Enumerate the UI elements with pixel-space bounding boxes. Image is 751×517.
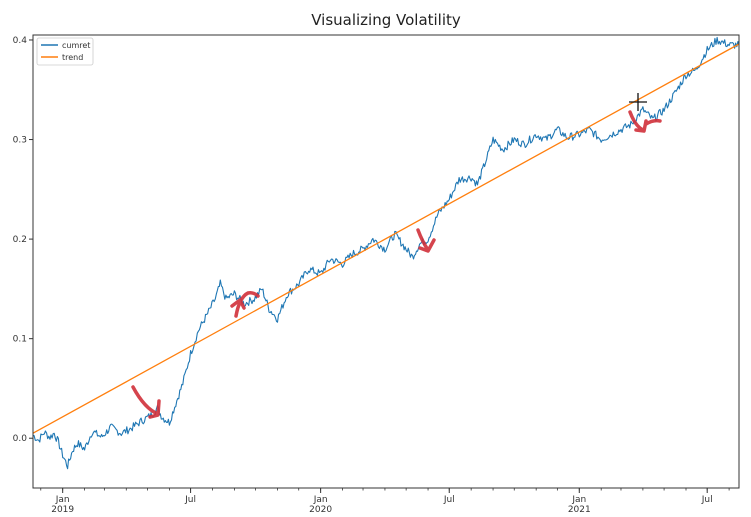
y-tick-label: 0.4 [13, 36, 28, 46]
y-tick-label: 0.0 [13, 434, 28, 444]
legend: cumret trend [36, 37, 94, 66]
arrow-annotation-4 [628, 110, 662, 133]
y-tick-label: 0.2 [13, 235, 27, 245]
arrow-annotation-1 [131, 385, 161, 419]
crosshair-cursor-icon [629, 93, 647, 111]
legend-label-trend: trend [62, 53, 83, 62]
x-tick-year-label: 2021 [568, 505, 591, 515]
arrow-annotation-2 [230, 291, 260, 318]
x-tick-label: Jan [55, 495, 70, 505]
arrow-annotation-3 [416, 228, 436, 253]
series-line-trend [32, 43, 740, 434]
x-tick-label: Jul [184, 495, 196, 505]
x-tick-year-label: 2020 [309, 505, 332, 515]
y-axis: 0.0 0.1 0.2 0.3 0.4 [13, 36, 33, 444]
y-tick-label: 0.3 [13, 136, 27, 146]
x-tick-label: Jan [571, 495, 586, 505]
legend-label-cumret: cumret [62, 41, 90, 50]
chart-title: Visualizing Volatility [311, 11, 461, 29]
x-tick-label: Jan [313, 495, 328, 505]
plot-frame [32, 34, 740, 489]
x-tick-label: Jul [443, 495, 455, 505]
hand-drawn-arrow-annotations [131, 110, 662, 419]
x-tick-year-label: 2019 [51, 505, 74, 515]
x-tick-label: Jul [701, 495, 713, 505]
y-tick-label: 0.1 [13, 335, 27, 345]
